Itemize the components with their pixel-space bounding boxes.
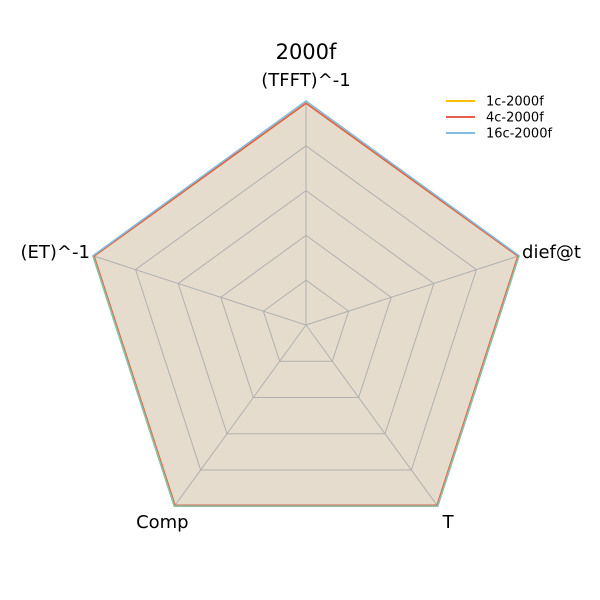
axis-label-0: (TFFT)^-1 bbox=[261, 70, 350, 91]
grid-ring-3 bbox=[177, 189, 435, 435]
chart-title: 2000f bbox=[276, 40, 337, 64]
legend-label-16c-2000f: 16c-2000f bbox=[486, 127, 552, 142]
axis-spoke-4 bbox=[92, 255, 307, 326]
axis-labels: (TFFT)^-1 dief@t T Comp (ET)^-1 bbox=[21, 70, 581, 533]
axis-spoke-3 bbox=[173, 324, 307, 507]
axis-spoke-2 bbox=[305, 324, 439, 507]
axis-spoke-1 bbox=[305, 255, 520, 326]
axis-label-1: dief@t bbox=[522, 242, 581, 263]
series-line-4c-2000f bbox=[93, 102, 519, 507]
grid-ring-4 bbox=[134, 145, 478, 471]
grid-ring-2 bbox=[220, 234, 392, 398]
grid-ring-1 bbox=[262, 279, 350, 362]
axis-label-3: Comp bbox=[136, 512, 189, 533]
legend-label-1c-2000f: 1c-2000f bbox=[486, 95, 544, 110]
series-edge-tint bbox=[92, 255, 520, 508]
axis-label-2: T bbox=[442, 512, 455, 533]
series-lines bbox=[92, 100, 520, 508]
legend-label-4c-2000f: 4c-2000f bbox=[486, 111, 544, 126]
axis-label-4: (ET)^-1 bbox=[21, 242, 90, 263]
